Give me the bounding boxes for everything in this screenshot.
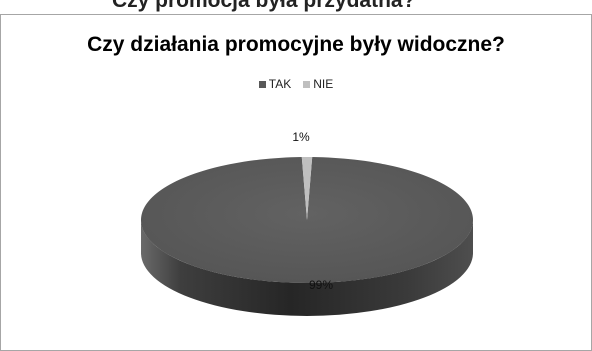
data-label-nie: 1% xyxy=(292,130,310,144)
legend-label-nie: NIE xyxy=(313,77,334,91)
legend-item-tak: TAK xyxy=(258,77,292,91)
legend: TAK NIE xyxy=(1,77,591,91)
cropped-title-text: Czy promocja była przydatna? xyxy=(112,0,416,12)
legend-label-tak: TAK xyxy=(268,77,292,91)
chart-title: Czy działania promocyjne były widoczne? xyxy=(87,33,505,56)
legend-swatch-nie xyxy=(303,80,311,88)
data-label-tak: 99% xyxy=(309,278,333,292)
top-cropped-title-strip: Czy promocja była przydatna? xyxy=(0,0,592,14)
pie-side-wall xyxy=(141,220,473,316)
pie-slice-nie xyxy=(301,157,313,220)
chart-area: Czy działania promocyjne były widoczne? … xyxy=(0,14,592,351)
legend-item-nie: NIE xyxy=(303,77,333,91)
pie-slice-tak xyxy=(140,157,473,284)
pie-chart: 99% 1% xyxy=(140,130,473,316)
legend-swatch-tak xyxy=(258,80,266,88)
